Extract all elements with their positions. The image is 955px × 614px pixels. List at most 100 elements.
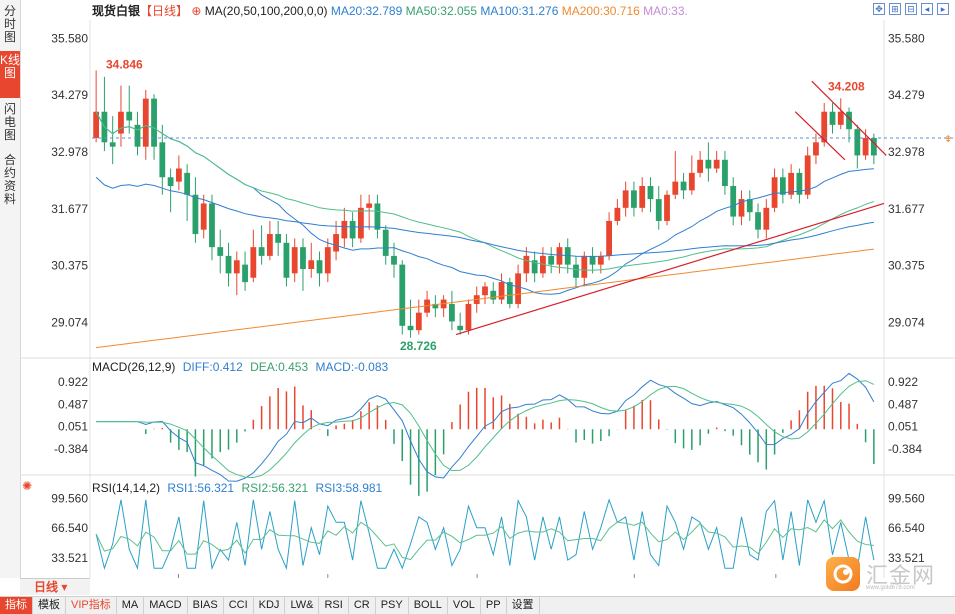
ma20-value: MA20:32.789 xyxy=(330,4,403,18)
candle-body xyxy=(457,325,464,331)
tab-指标[interactable]: 指标 xyxy=(0,597,33,614)
move-left-icon[interactable]: ◂ xyxy=(921,3,933,15)
period-selector[interactable]: 日线 ▾ xyxy=(20,578,90,595)
left-nav: 分时图 K线图 闪电图 合约资料 xyxy=(0,0,21,578)
candle-body xyxy=(134,124,141,147)
candle-body xyxy=(109,142,116,147)
move-right-icon[interactable]: ▸ xyxy=(937,3,949,15)
tab-ma[interactable]: MA xyxy=(117,597,145,614)
price-axis-label-left: 29.074 xyxy=(51,316,88,330)
period-label: 【日线】 xyxy=(140,4,189,18)
candle-body xyxy=(200,203,207,230)
ma50-value: MA50:32.055 xyxy=(405,4,477,18)
date-label: 2024/12 xyxy=(306,577,350,578)
ma200-value: MA200:30.716 xyxy=(561,4,640,18)
tab-设置[interactable]: 设置 xyxy=(507,597,540,614)
tab-bias[interactable]: BIAS xyxy=(188,597,224,614)
indicator-tab-bar: 指标 模板 VIP指标 MA MACD BIAS CCI KDJ LW& RSI CR PSY BOLL… xyxy=(0,596,955,614)
candle-body xyxy=(349,220,356,239)
rsi1-value: RSI1:56.321 xyxy=(167,481,235,495)
rsi-settings-icon[interactable]: ✺ xyxy=(22,479,33,493)
fullscreen-icon[interactable]: ✥ xyxy=(873,3,885,15)
candle-body xyxy=(498,282,505,300)
price-axis-label-left: 30.375 xyxy=(51,259,88,273)
settings-icon[interactable]: ⊕ xyxy=(191,4,202,18)
candle-body xyxy=(581,255,588,278)
nav-timeshare[interactable]: 分时图 xyxy=(3,4,16,44)
candle-body xyxy=(300,247,306,269)
candle-body xyxy=(548,255,555,265)
candle-body xyxy=(829,111,836,125)
candle-body xyxy=(209,203,215,248)
candle-body xyxy=(639,186,646,208)
chevron-down-icon: ▾ xyxy=(61,580,68,594)
macd-axis-label-right: 0.487 xyxy=(888,397,918,411)
candle-body xyxy=(266,234,273,256)
tab-模板[interactable]: 模板 xyxy=(33,597,66,614)
candle-body xyxy=(341,220,348,239)
candle-body xyxy=(738,199,745,217)
price-axis-label-right: 30.375 xyxy=(888,259,925,273)
resistance-trendline xyxy=(811,80,887,156)
candle-body xyxy=(399,264,406,326)
rsi2-value: RSI2:56.321 xyxy=(241,481,309,495)
ma-params[interactable]: MA(20,50,100,200,0,0) xyxy=(204,4,328,18)
candle-body xyxy=(250,247,257,278)
macd-value: MACD:-0.083 xyxy=(315,360,389,374)
candle-body xyxy=(531,260,538,274)
candle-body xyxy=(846,111,852,130)
candle-body xyxy=(606,220,613,256)
candle-body xyxy=(324,247,331,274)
price-axis-label-right: 32.978 xyxy=(888,145,925,159)
candle-body xyxy=(142,98,149,147)
rsi-legend: RSI(14,14,2) RSI1:56.321 RSI2:56.321 RSI… xyxy=(92,481,382,495)
macd-title[interactable]: MACD(26,12,9) xyxy=(92,360,176,374)
zoom-out-icon[interactable]: ⊟ xyxy=(905,3,917,15)
tab-macd[interactable]: MACD xyxy=(144,597,188,614)
candle-body xyxy=(432,303,439,309)
resistance-trendline-2 xyxy=(794,111,846,161)
candle-body xyxy=(374,203,381,230)
ma100-value: MA100:31.276 xyxy=(480,4,559,18)
candle-body xyxy=(763,207,770,230)
candle-body xyxy=(870,137,877,156)
candle-body xyxy=(465,303,472,331)
candle-body xyxy=(713,159,720,169)
candle-body xyxy=(357,207,364,239)
tab-psy[interactable]: PSY xyxy=(376,597,409,614)
nav-flash[interactable]: 闪电图 xyxy=(3,102,16,142)
rsi-title[interactable]: RSI(14,14,2) xyxy=(92,481,161,495)
candle-body xyxy=(316,260,323,274)
recent-high-annotation: 34.208 xyxy=(828,79,865,93)
candle-body xyxy=(755,212,761,230)
tab-lw-[interactable]: LW& xyxy=(285,597,320,614)
candle-body xyxy=(382,229,389,256)
nav-contract-info[interactable]: 合约资料 xyxy=(3,153,16,206)
period-selector-label: 日线 xyxy=(34,580,59,594)
candle-body xyxy=(680,181,687,191)
candle-body xyxy=(813,142,819,156)
nav-kline[interactable]: K线图 xyxy=(0,51,20,98)
candle-body xyxy=(556,247,563,265)
rsi-axis-label-left: 99.560 xyxy=(51,491,88,505)
tab-cr[interactable]: CR xyxy=(349,597,376,614)
price-marker-icon: ⇟ xyxy=(944,134,952,145)
candle-body xyxy=(283,242,290,278)
candle-body xyxy=(449,303,455,322)
tab-vol[interactable]: VOL xyxy=(448,597,481,614)
price-axis-label-left: 34.279 xyxy=(51,88,88,102)
tab-kdj[interactable]: KDJ xyxy=(254,597,286,614)
candle-body xyxy=(192,194,199,235)
rsi-axis-label-right: 33.521 xyxy=(888,551,925,565)
tab-pp[interactable]: PP xyxy=(481,597,507,614)
zoom-in-icon[interactable]: ⊞ xyxy=(889,3,901,15)
tab-boll[interactable]: BOLL xyxy=(409,597,448,614)
tab-rsi[interactable]: RSI xyxy=(319,597,349,614)
tab-cci[interactable]: CCI xyxy=(224,597,254,614)
candle-body xyxy=(159,142,166,178)
candle-body xyxy=(258,247,265,256)
logo-url: www.gold678.com xyxy=(866,585,915,591)
candle-body xyxy=(540,255,546,274)
tab-vip指标[interactable]: VIP指标 xyxy=(66,597,117,614)
candle-body xyxy=(631,190,637,208)
